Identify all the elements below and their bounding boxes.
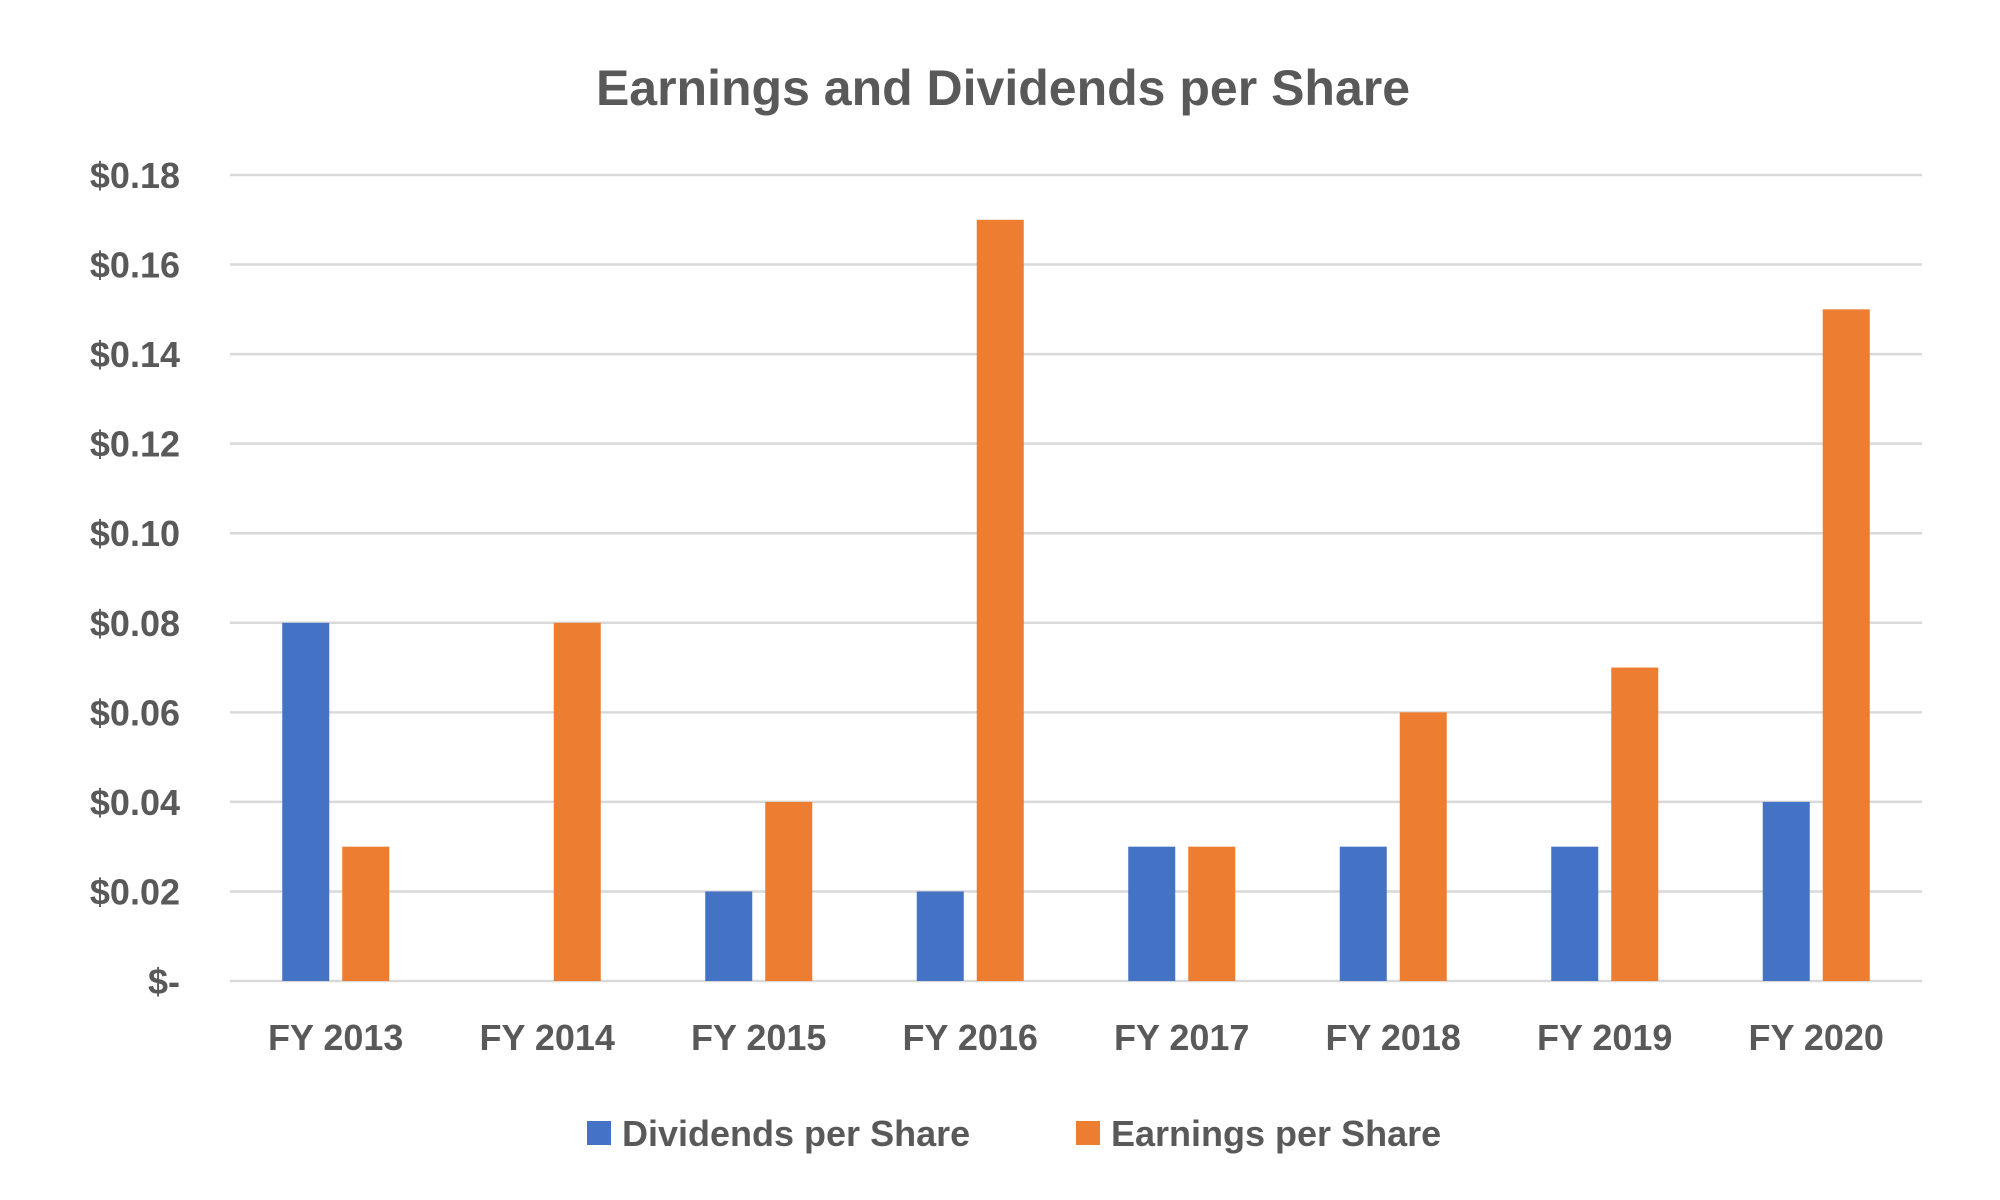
legend-swatch-earnings — [1076, 1121, 1100, 1145]
legend-swatch-dividends — [587, 1121, 611, 1145]
x-tick-label: FY 2019 — [1537, 1017, 1672, 1058]
bar-earnings-fy-2018 — [1399, 712, 1447, 981]
gridlines — [230, 173, 1922, 983]
y-tick-label: $0.18 — [90, 155, 180, 196]
y-tick-label: $0.14 — [90, 334, 180, 375]
bar-dividends-fy-2015 — [705, 891, 753, 981]
chart-title: Earnings and Dividends per Share — [596, 60, 1410, 116]
y-axis-tick-labels: $- $0.02 $0.04 $0.06 $0.08 $0.10 $0.12 $0.14 $0.… — [90, 155, 180, 1002]
y-tick-label: $- — [148, 961, 180, 1002]
y-tick-label: $0.16 — [90, 245, 180, 286]
bar-dividends-fy-2019 — [1551, 846, 1599, 981]
bar-dividends-fy-2018 — [1339, 846, 1387, 981]
bar-earnings-fy-2016 — [976, 219, 1024, 981]
x-tick-label: FY 2018 — [1326, 1017, 1461, 1058]
bar-dividends-fy-2020 — [1762, 801, 1810, 981]
x-axis-tick-labels: FY 2013 FY 2014 FY 2015 FY 2016 FY 2017 FY 20… — [268, 1017, 1884, 1058]
bar-earnings-fy-2017 — [1188, 846, 1236, 981]
bars — [282, 219, 1870, 981]
bar-earnings-fy-2013 — [342, 846, 390, 981]
y-tick-label: $0.10 — [90, 513, 180, 554]
bar-dividends-fy-2016 — [916, 891, 964, 981]
x-tick-label: FY 2016 — [903, 1017, 1038, 1058]
bar-dividends-fy-2013 — [282, 622, 330, 981]
bar-earnings-fy-2014 — [553, 622, 601, 981]
legend-label-earnings: Earnings per Share — [1111, 1113, 1441, 1154]
bar-earnings-fy-2020 — [1822, 309, 1870, 981]
y-tick-label: $0.06 — [90, 692, 180, 733]
y-tick-label: $0.04 — [90, 782, 180, 823]
x-tick-label: FY 2014 — [480, 1017, 615, 1058]
bar-earnings-fy-2015 — [765, 801, 813, 981]
legend-label-dividends: Dividends per Share — [622, 1113, 970, 1154]
x-tick-label: FY 2020 — [1749, 1017, 1884, 1058]
bar-earnings-fy-2019 — [1611, 667, 1659, 981]
x-tick-label: FY 2017 — [1114, 1017, 1249, 1058]
y-tick-label: $0.08 — [90, 603, 180, 644]
y-tick-label: $0.12 — [90, 424, 180, 465]
x-tick-label: FY 2013 — [268, 1017, 403, 1058]
bar-dividends-fy-2017 — [1128, 846, 1176, 981]
x-tick-label: FY 2015 — [691, 1017, 826, 1058]
legend: Dividends per Share Earnings per Share — [587, 1113, 1441, 1154]
y-tick-label: $0.02 — [90, 871, 180, 912]
